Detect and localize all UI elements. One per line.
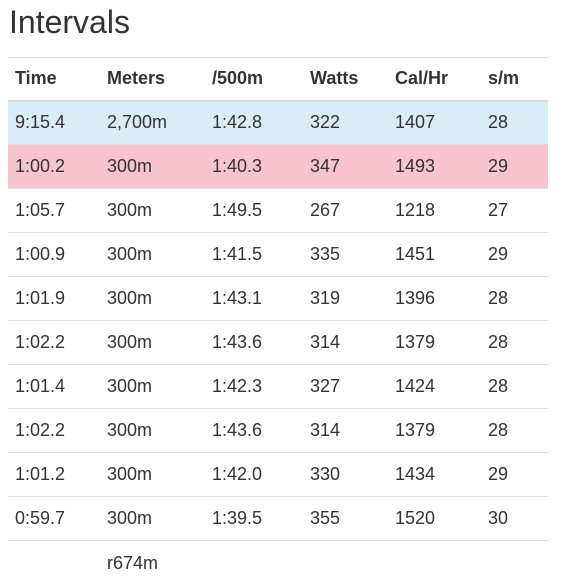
cell-watts: 314: [303, 408, 388, 453]
cell-watts: 355: [303, 496, 388, 541]
cell-cal-hr: 1379: [388, 320, 481, 365]
cell-strokes-per-minute: 30: [481, 496, 548, 541]
cell-pace: 1:42.3: [205, 364, 303, 409]
cell-meters: 300m: [100, 452, 205, 497]
column-header-pace: /500m: [205, 57, 303, 102]
cell-pace: 1:42.0: [205, 452, 303, 497]
cell-meters: 300m: [100, 496, 205, 541]
cell-cal-hr: [388, 540, 481, 587]
cell-time: 1:01.9: [8, 276, 100, 321]
column-header-time: Time: [8, 57, 100, 102]
table-row: 1:02.2 300m 1:43.6 314 1379 28: [8, 408, 548, 453]
cell-pace: 1:43.1: [205, 276, 303, 321]
table-row: 0:59.7 300m 1:39.5 355 1520 30: [8, 496, 548, 541]
cell-strokes-per-minute: 28: [481, 320, 548, 365]
cell-pace: 1:49.5: [205, 188, 303, 233]
table-row: 1:00.9 300m 1:41.5 335 1451 29: [8, 232, 548, 277]
cell-strokes-per-minute: 29: [481, 232, 548, 277]
cell-strokes-per-minute: 27: [481, 188, 548, 233]
cell-time: 1:01.2: [8, 452, 100, 497]
cell-meters: 300m: [100, 188, 205, 233]
cell-meters: 300m: [100, 232, 205, 277]
cell-watts: 330: [303, 452, 388, 497]
column-header-meters: Meters: [100, 57, 205, 102]
cell-pace: 1:39.5: [205, 496, 303, 541]
cell-meters: 300m: [100, 408, 205, 453]
table-header-row: Time Meters /500m Watts Cal/Hr s/m: [8, 57, 548, 102]
cell-strokes-per-minute: 29: [481, 452, 548, 497]
page-title: Intervals: [9, 4, 130, 40]
cell-pace: [205, 540, 303, 587]
cell-time: 0:59.7: [8, 496, 100, 541]
cell-strokes-per-minute: 28: [481, 408, 548, 453]
cell-strokes-per-minute: 28: [481, 100, 548, 145]
cell-cal-hr: 1379: [388, 408, 481, 453]
cell-meters: 300m: [100, 144, 205, 189]
cell-watts: [303, 540, 388, 587]
cell-meters: 300m: [100, 320, 205, 365]
cell-time: 1:02.2: [8, 408, 100, 453]
intervals-table: Time Meters /500m Watts Cal/Hr s/m 9:15.…: [8, 57, 548, 587]
cell-meters: 300m: [100, 276, 205, 321]
cell-cal-hr: 1396: [388, 276, 481, 321]
cell-pace: 1:41.5: [205, 232, 303, 277]
cell-watts: 335: [303, 232, 388, 277]
cell-cal-hr: 1424: [388, 364, 481, 409]
cell-cal-hr: 1218: [388, 188, 481, 233]
cell-strokes-per-minute: 28: [481, 364, 548, 409]
cell-rest-meters: r674m: [100, 540, 205, 587]
cell-watts: 347: [303, 144, 388, 189]
cell-meters: 2,700m: [100, 100, 205, 145]
rest-row: r674m: [8, 540, 548, 587]
cell-cal-hr: 1434: [388, 452, 481, 497]
cell-watts: 319: [303, 276, 388, 321]
table-row: 1:05.7 300m 1:49.5 267 1218 27: [8, 188, 548, 233]
cell-cal-hr: 1451: [388, 232, 481, 277]
cell-strokes-per-minute: [481, 540, 548, 587]
cell-pace: 1:43.6: [205, 320, 303, 365]
table-row: 1:00.2 300m 1:40.3 347 1493 29: [8, 144, 548, 189]
cell-cal-hr: 1407: [388, 100, 481, 145]
cell-time: 1:05.7: [8, 188, 100, 233]
summary-row: 9:15.4 2,700m 1:42.8 322 1407 28: [8, 100, 548, 145]
cell-watts: 322: [303, 100, 388, 145]
cell-time: [8, 540, 100, 587]
table-row: 1:01.9 300m 1:43.1 319 1396 28: [8, 276, 548, 321]
cell-time: 9:15.4: [8, 100, 100, 145]
cell-strokes-per-minute: 28: [481, 276, 548, 321]
cell-watts: 267: [303, 188, 388, 233]
cell-pace: 1:43.6: [205, 408, 303, 453]
table-row: 1:01.4 300m 1:42.3 327 1424 28: [8, 364, 548, 409]
cell-meters: 300m: [100, 364, 205, 409]
cell-strokes-per-minute: 29: [481, 144, 548, 189]
cell-watts: 314: [303, 320, 388, 365]
cell-pace: 1:40.3: [205, 144, 303, 189]
cell-pace: 1:42.8: [205, 100, 303, 145]
column-header-watts: Watts: [303, 57, 388, 102]
cell-watts: 327: [303, 364, 388, 409]
cell-cal-hr: 1520: [388, 496, 481, 541]
cell-time: 1:00.9: [8, 232, 100, 277]
column-header-strokes-per-minute: s/m: [481, 57, 548, 102]
table-row: 1:01.2 300m 1:42.0 330 1434 29: [8, 452, 548, 497]
table-row: 1:02.2 300m 1:43.6 314 1379 28: [8, 320, 548, 365]
column-header-cal-hr: Cal/Hr: [388, 57, 481, 102]
cell-time: 1:00.2: [8, 144, 100, 189]
cell-cal-hr: 1493: [388, 144, 481, 189]
cell-time: 1:01.4: [8, 364, 100, 409]
cell-time: 1:02.2: [8, 320, 100, 365]
